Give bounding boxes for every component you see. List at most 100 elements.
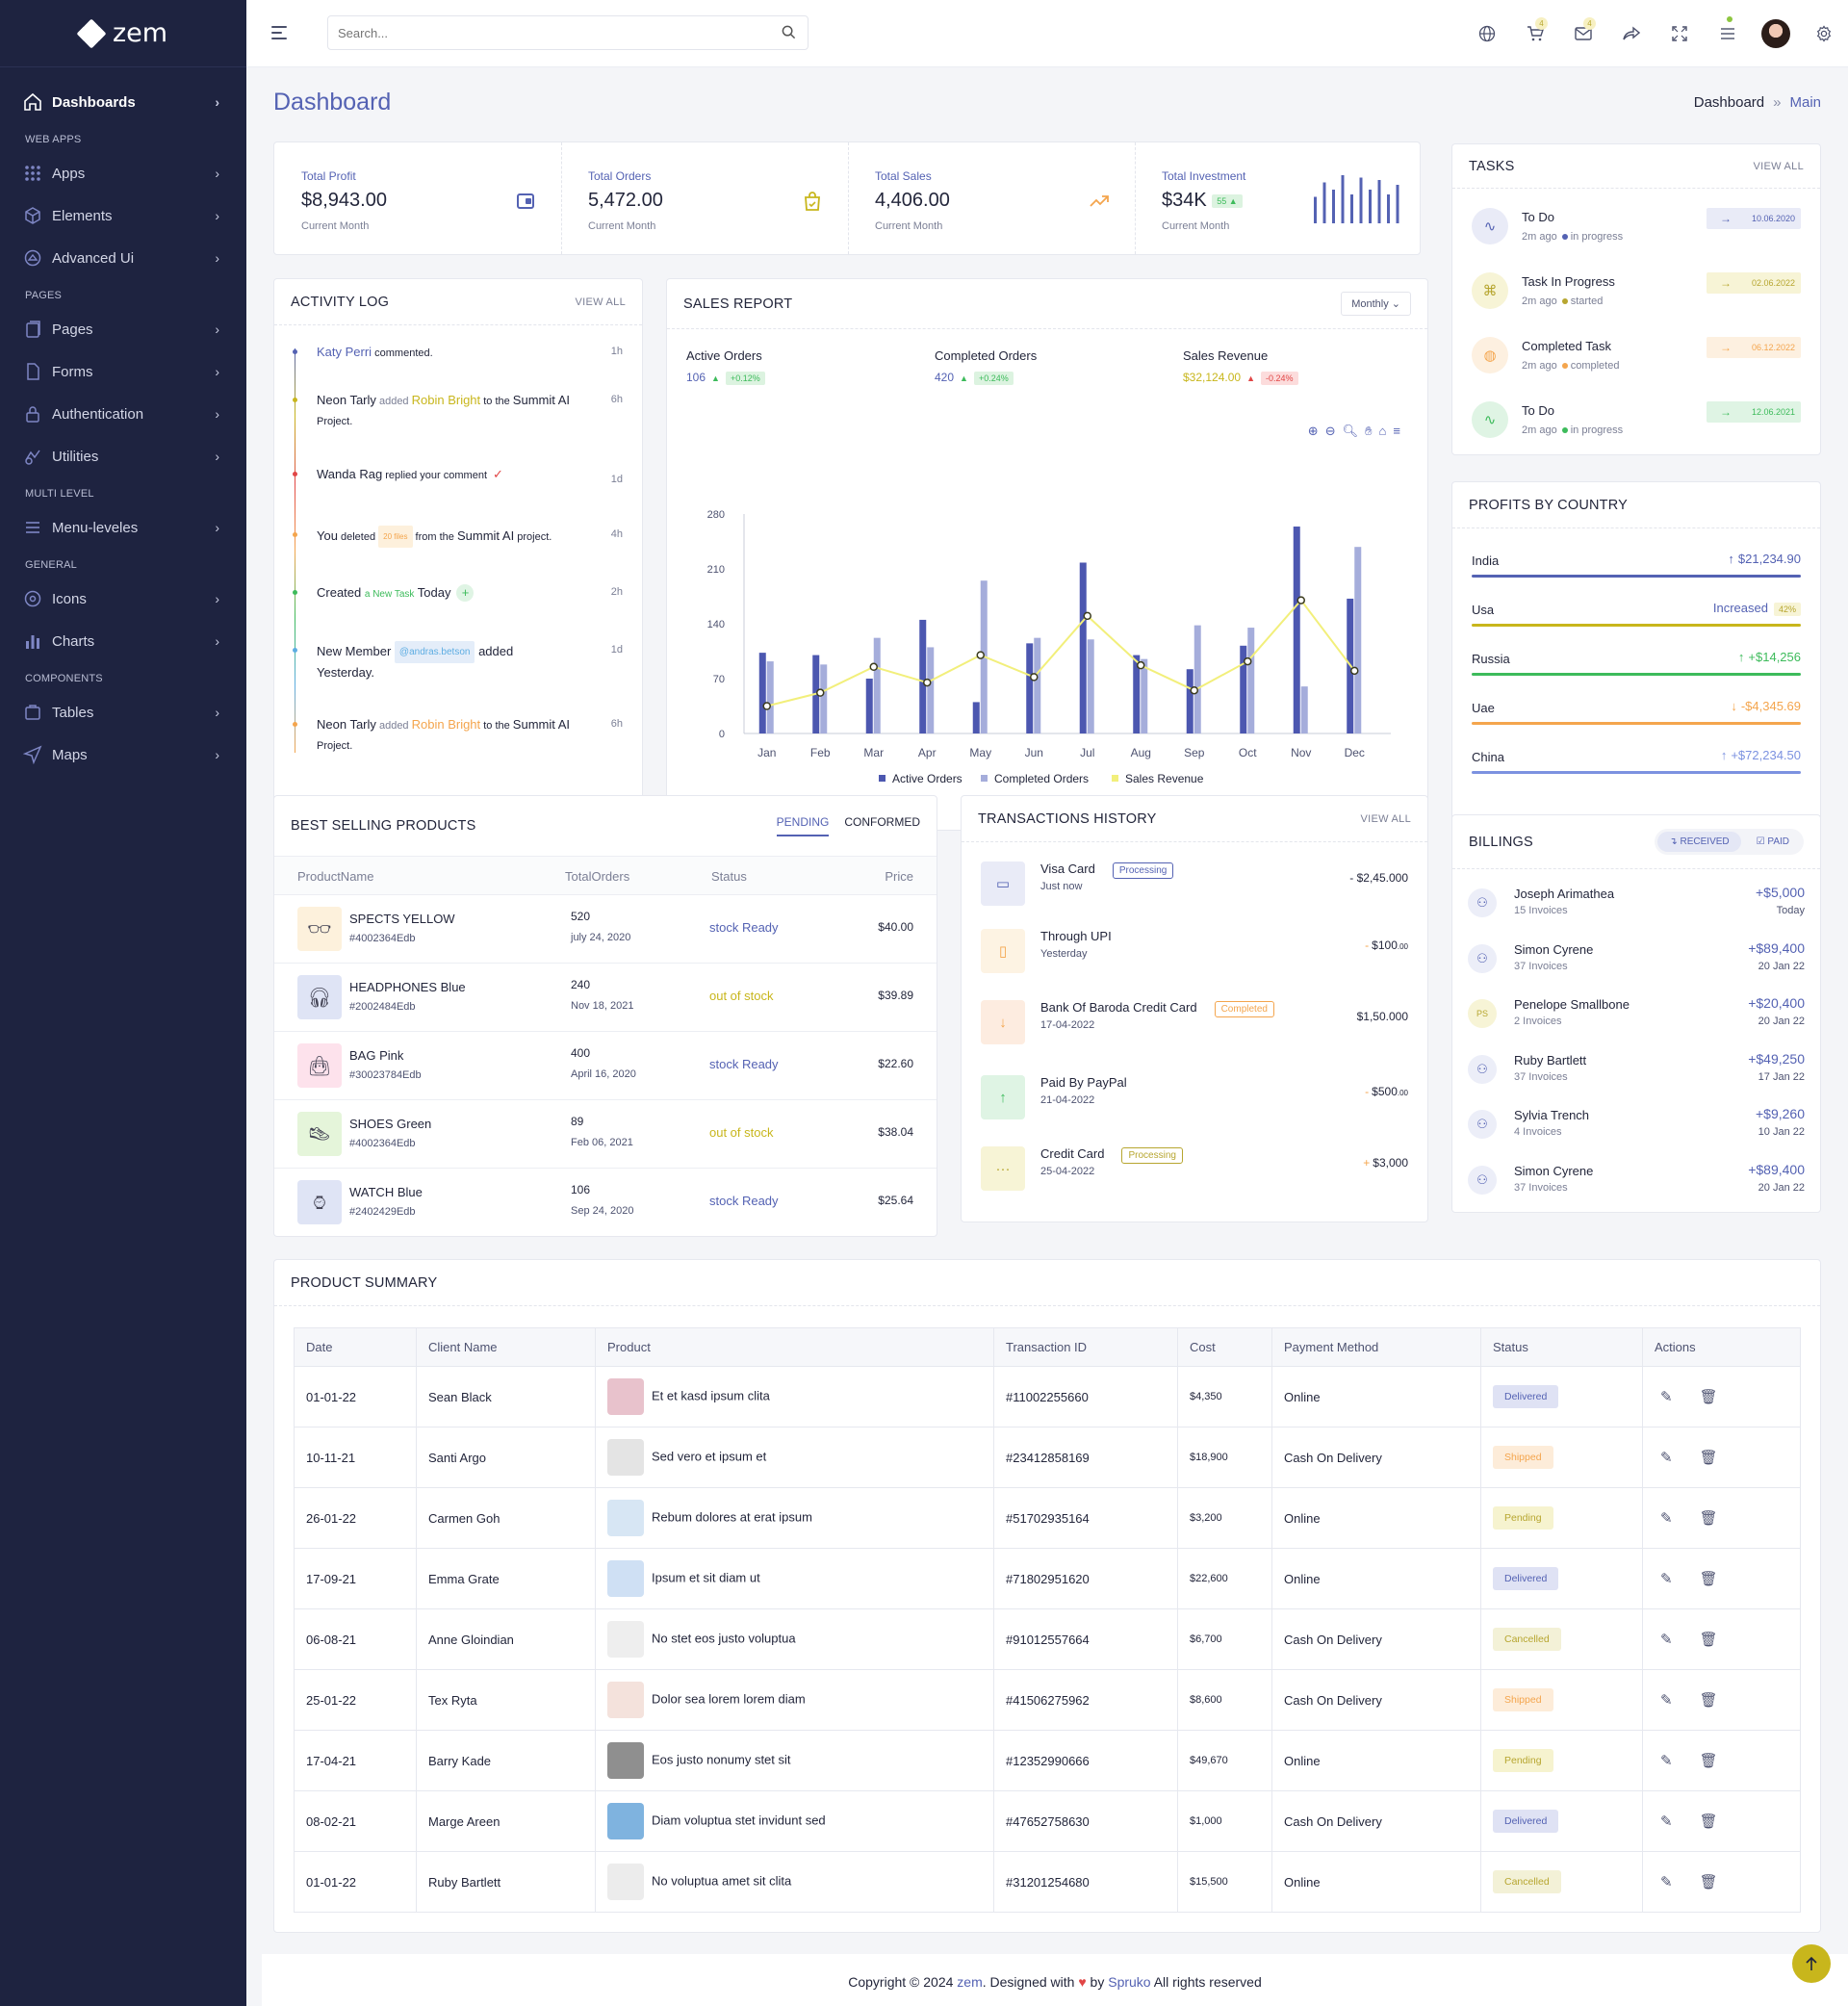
tab-received[interactable]: ↴ RECEIVED [1657, 832, 1741, 852]
edit-icon[interactable]: ✎ [1660, 1692, 1673, 1709]
edit-icon[interactable]: ✎ [1660, 1389, 1673, 1405]
billing-avatar: ⚇ [1468, 888, 1497, 917]
delete-trash-icon[interactable]: 🗑︎ [1699, 1450, 1718, 1466]
billing-row[interactable]: ⚇ Simon Cyrene 37 Invoices +$89,400 20 Jan 2… [1468, 937, 1805, 992]
transaction-row[interactable]: ↑ Paid By PayPal 21-04-2022 - $500.00 [981, 1075, 1408, 1133]
tab-paid[interactable]: ☑ PAID [1745, 832, 1801, 852]
task-item[interactable]: ⌘ Task In Progress 2m ago started → 02.06.202… [1472, 269, 1801, 322]
sidebar-item-icons[interactable]: Icons › [0, 578, 246, 620]
tasks-view-all-link[interactable]: VIEW ALL [1753, 160, 1804, 172]
transaction-row[interactable]: ··· Credit Card Processing 25-04-2022 + $3,00… [981, 1146, 1408, 1204]
user-avatar[interactable] [1752, 0, 1800, 67]
delete-trash-icon[interactable]: 🗑︎ [1699, 1753, 1718, 1769]
member-handle[interactable]: @andras.betson [394, 641, 475, 663]
product-name: Eos justo nonumy stet sit [652, 1752, 791, 1767]
cell-status: Delivered [1480, 1790, 1643, 1852]
product-row[interactable]: 👜︎ BAG Pink #30023784Edb 400 April 16, 2020 s… [274, 1031, 937, 1099]
table-row: 17-04-21 Barry Kade Eos justo nonumy stet … [294, 1730, 1801, 1791]
share-icon[interactable] [1607, 0, 1656, 67]
transaction-row[interactable]: ▭ Visa Card Processing Just now - $2,45.000 [981, 862, 1408, 919]
tab-pending[interactable]: PENDING [776, 815, 830, 836]
activity-view-all-link[interactable]: VIEW ALL [575, 296, 626, 308]
menu-toggle-icon[interactable] [271, 25, 289, 40]
reset-home-icon[interactable]: ⌂ [1378, 424, 1387, 438]
product-row[interactable]: ⌚︎ WATCH Blue #2402429Edb 106 Sep 24, 2020 st… [274, 1168, 937, 1236]
search-icon[interactable] [782, 25, 796, 42]
chevron-right-icon: › [215, 250, 219, 266]
bar-active-orders [1133, 655, 1141, 733]
delete-trash-icon[interactable]: 🗑︎ [1699, 1632, 1718, 1648]
bar-active-orders [1026, 643, 1034, 733]
transaction-row[interactable]: ↓ Bank Of Baroda Credit Card Completed 17-0… [981, 1000, 1408, 1058]
edit-icon[interactable]: ✎ [1660, 1510, 1673, 1527]
chart-menu-icon[interactable]: ≡ [1393, 424, 1400, 438]
brand-logo[interactable]: zem [0, 0, 246, 67]
delete-trash-icon[interactable]: 🗑︎ [1699, 1874, 1718, 1890]
billing-row[interactable]: ⚇ Simon Cyrene 37 Invoices +$89,400 20 Jan 2… [1468, 1158, 1805, 1214]
mail-icon[interactable]: 4 [1559, 0, 1607, 67]
sidebar-item-forms[interactable]: Forms › [0, 350, 246, 393]
delete-trash-icon[interactable]: 🗑︎ [1699, 1510, 1718, 1527]
delete-trash-icon[interactable]: 🗑︎ [1699, 1571, 1718, 1587]
cart-icon[interactable]: 4 [1511, 0, 1559, 67]
sidebar-item-charts[interactable]: Charts › [0, 620, 246, 662]
sidebar-item-advanced-ui[interactable]: Advanced Ui › [0, 237, 246, 279]
edit-icon[interactable]: ✎ [1660, 1632, 1673, 1648]
product-row[interactable]: 👟︎ SHOES Green #4002364Edb 89 Feb 06, 2021 ou… [274, 1099, 937, 1168]
sidebar-item-elements[interactable]: Elements › [0, 194, 246, 237]
sidebar-item-apps[interactable]: Apps › [0, 152, 246, 194]
notifications-list-icon[interactable] [1704, 0, 1752, 67]
language-globe-icon[interactable] [1463, 0, 1511, 67]
edit-icon[interactable]: ✎ [1660, 1571, 1673, 1587]
country-progress-bar [1472, 624, 1801, 627]
add-circle-icon[interactable]: + [456, 584, 475, 602]
edit-icon[interactable]: ✎ [1660, 1450, 1673, 1466]
billing-row[interactable]: ⚇ Joseph Arimathea 15 Invoices +$5,000 Today [1468, 881, 1805, 937]
delete-trash-icon[interactable]: 🗑︎ [1699, 1692, 1718, 1709]
activity-log-title: ACTIVITY LOG [291, 294, 390, 310]
edit-icon[interactable]: ✎ [1660, 1753, 1673, 1769]
breadcrumb-root[interactable]: Dashboard [1693, 94, 1765, 111]
zoom-in-icon[interactable]: ⊕ [1307, 424, 1319, 438]
sidebar-item-maps[interactable]: Maps › [0, 733, 246, 776]
sidebar-item-dashboards[interactable]: Dashboards › [0, 81, 246, 123]
status-dot [1561, 427, 1568, 433]
settings-gear-icon[interactable] [1800, 0, 1848, 67]
fullscreen-icon[interactable] [1656, 0, 1704, 67]
billing-row[interactable]: ⚇ Sylvia Trench 4 Invoices +$9,260 10 Jan 22 [1468, 1102, 1805, 1158]
sidebar-item-authentication[interactable]: Authentication › [0, 393, 246, 435]
sidebar-item-tables[interactable]: Tables › [0, 691, 246, 733]
cell-product: Eos justo nonumy stet sit [595, 1730, 994, 1791]
cell-date: 10-11-21 [294, 1427, 417, 1488]
billing-row[interactable]: PS Penelope Smallbone 2 Invoices +$20,400 20… [1468, 991, 1805, 1047]
task-item[interactable]: ∿ To Do 2m ago in progress → 10.06.2020 [1472, 204, 1801, 258]
sidebar-item-pages[interactable]: Pages › [0, 308, 246, 350]
tab-conformed[interactable]: CONFORMED [844, 815, 920, 829]
product-row[interactable]: 🎧︎ HEADPHONES Blue #2002484Edb 240 Nov 18, 2… [274, 963, 937, 1031]
footer-brand-link[interactable]: zem [957, 1974, 983, 1990]
sidebar-item-menu-leveles[interactable]: Menu-leveles › [0, 506, 246, 549]
period-select[interactable]: Monthly ⌄ [1341, 292, 1411, 316]
task-item[interactable]: ◍ Completed Task 2m ago completed → 06.12.202… [1472, 333, 1801, 387]
magnify-icon[interactable]: 🔍︎ [1342, 424, 1359, 438]
cell-status: Pending [1480, 1487, 1643, 1549]
timeline-dot [293, 532, 297, 537]
transaction-row[interactable]: ▯ Through UPI Yesterday - $100.00 [981, 929, 1408, 987]
footer-author-link[interactable]: Spruko [1108, 1974, 1151, 1990]
billing-row[interactable]: ⚇ Ruby Bartlett 37 Invoices +$49,250 17 Jan … [1468, 1047, 1805, 1103]
sidebar-item-utilities[interactable]: Utilities › [0, 435, 246, 477]
pan-hand-icon[interactable]: ✋︎ [1365, 424, 1373, 438]
delete-trash-icon[interactable]: 🗑︎ [1699, 1389, 1718, 1405]
task-item[interactable]: ∿ To Do 2m ago in progress → 12.06.2021 [1472, 398, 1801, 451]
cell-actions: ✎ 🗑︎ [1642, 1366, 1801, 1427]
billing-invoices: 15 Invoices [1514, 905, 1568, 916]
search-input[interactable] [328, 16, 752, 49]
delete-trash-icon[interactable]: 🗑︎ [1699, 1813, 1718, 1830]
edit-icon[interactable]: ✎ [1660, 1813, 1673, 1830]
activity-text: Summit AI [512, 393, 571, 407]
product-row[interactable]: 👓︎ SPECTS YELLOW #4002364Edb 520 july 24, 20… [274, 894, 937, 963]
zoom-out-icon[interactable]: ⊖ [1324, 424, 1336, 438]
transactions-view-all-link[interactable]: VIEW ALL [1360, 812, 1411, 825]
edit-icon[interactable]: ✎ [1660, 1874, 1673, 1890]
scroll-top-button[interactable] [1792, 1944, 1831, 1983]
